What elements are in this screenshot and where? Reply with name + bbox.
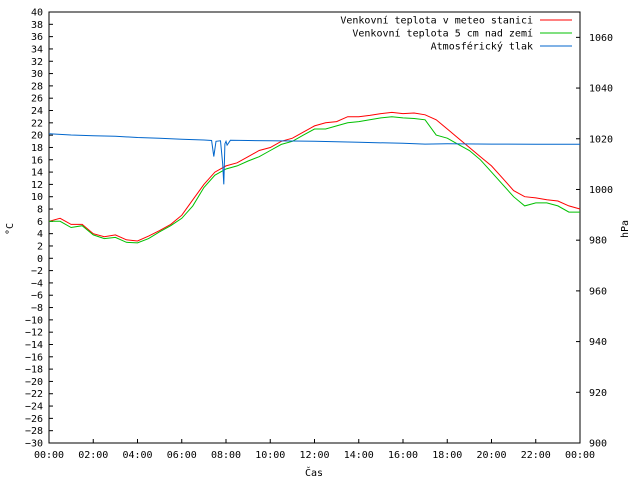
- series-line-2: [49, 116, 580, 244]
- x-tick-label: 20:00: [476, 450, 506, 461]
- left-y-tick-label: 28: [31, 81, 43, 92]
- right-y-tick-label: 1040: [589, 84, 613, 95]
- left-y-tick-label: 36: [31, 32, 43, 43]
- right-y-tick-label: 920: [589, 388, 607, 399]
- left-y-tick-label: 34: [31, 44, 43, 55]
- left-y-tick-label: 32: [31, 57, 43, 68]
- x-tick-label: 16:00: [388, 450, 418, 461]
- left-y-tick-label: −24: [25, 402, 43, 413]
- x-tick-label: 18:00: [432, 450, 462, 461]
- left-y-tick-label: −30: [25, 439, 43, 450]
- left-y-axis-label: °C: [5, 223, 16, 235]
- x-tick-label: 14:00: [344, 450, 374, 461]
- right-y-tick-label: 1060: [589, 33, 613, 44]
- right-y-tick-label: 1020: [589, 134, 613, 145]
- left-y-tick-label: −4: [31, 278, 43, 289]
- right-y-tick-label: 1000: [589, 185, 613, 196]
- left-y-tick-label: −8: [31, 303, 43, 314]
- left-y-tick-label: −12: [25, 328, 43, 339]
- left-y-tick-label: 14: [31, 168, 43, 179]
- left-y-tick-label: 12: [31, 180, 43, 191]
- legend: Venkovní teplota v meteo staniciVenkovní…: [340, 15, 572, 53]
- left-y-tick-label: 40: [31, 8, 43, 19]
- right-y-tick-label: 980: [589, 236, 607, 247]
- left-y-tick-label: −18: [25, 365, 43, 376]
- left-y-tick-label: 30: [31, 69, 43, 80]
- x-tick-label: 22:00: [521, 450, 551, 461]
- x-tick-label: 04:00: [122, 450, 152, 461]
- left-y-tick-label: 26: [31, 94, 43, 105]
- x-axis-label: Čas: [305, 466, 323, 479]
- left-y-tick-label: 6: [37, 217, 43, 228]
- left-y-tick-label: −26: [25, 414, 43, 425]
- left-y-tick-label: 24: [31, 106, 43, 117]
- left-y-tick-label: −16: [25, 352, 43, 363]
- x-tick-label: 00:00: [565, 450, 595, 461]
- x-tick-label: 12:00: [299, 450, 329, 461]
- left-y-tick-label: 10: [31, 192, 43, 203]
- right-y-tick-label: 900: [589, 439, 607, 450]
- left-y-axis: −30−28−26−24−22−20−18−16−14−12−10−8−6−4−…: [25, 8, 53, 450]
- left-y-tick-label: 38: [31, 20, 43, 31]
- x-tick-label: 10:00: [255, 450, 285, 461]
- left-y-tick-label: −2: [31, 266, 43, 277]
- legend-label-3: Atmosférický tlak: [431, 41, 533, 53]
- legend-label-1: Venkovní teplota v meteo stanici: [340, 15, 533, 27]
- series-line-3: [48, 133, 580, 185]
- left-y-tick-label: −10: [25, 315, 43, 326]
- right-y-axis: 900 920 940 960 980 1000 1020 1040 1060: [576, 33, 613, 450]
- left-y-tick-label: −20: [25, 377, 43, 388]
- left-y-tick-label: 22: [31, 118, 43, 129]
- left-y-tick-label: 2: [37, 241, 43, 252]
- right-y-tick-label: 960: [589, 286, 607, 297]
- x-axis: 00:00 02:00 04:00 06:00 08:00 10:00 12:00 14:00…: [34, 439, 595, 461]
- plot-border: [48, 11, 581, 444]
- x-tick-label: 06:00: [167, 450, 197, 461]
- legend-label-2: Venkovní teplota 5 cm nad zemí: [352, 28, 533, 40]
- left-y-tick-label: 0: [37, 254, 43, 265]
- left-y-tick-label: −28: [25, 426, 43, 437]
- left-y-tick-label: 18: [31, 143, 43, 154]
- plot-frame: [48, 11, 581, 444]
- right-y-tick-label: 940: [589, 337, 607, 348]
- x-tick-label: 00:00: [34, 450, 64, 461]
- left-y-tick-label: 16: [31, 155, 43, 166]
- series-line-1: [48, 111, 581, 242]
- x-tick-label: 02:00: [78, 450, 108, 461]
- right-y-axis-label: hPa: [620, 220, 631, 238]
- left-y-tick-label: −14: [25, 340, 43, 351]
- left-y-tick-label: −6: [31, 291, 43, 302]
- left-y-tick-label: 8: [37, 205, 43, 216]
- left-y-tick-label: −22: [25, 389, 43, 400]
- x-tick-label: 08:00: [211, 450, 241, 461]
- left-y-tick-label: 20: [31, 131, 43, 142]
- series-layer: [48, 111, 581, 244]
- left-y-tick-label: 4: [37, 229, 43, 240]
